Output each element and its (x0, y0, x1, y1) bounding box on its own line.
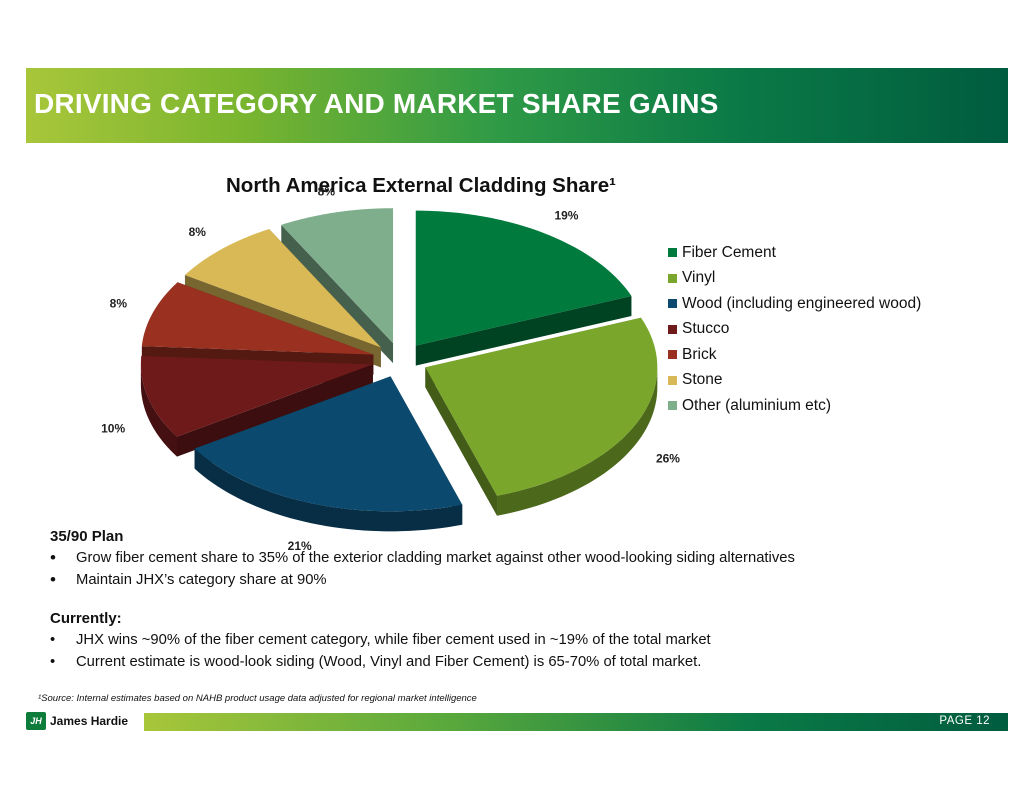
pie-slice-other (281, 208, 394, 364)
pie-slice-wall (415, 295, 632, 366)
legend-item-vinyl: Vinyl (668, 266, 921, 292)
currently-bullet: • JHX wins ~90% of the fiber cement categ… (50, 629, 1000, 651)
legend-label: Brick (682, 345, 717, 363)
pie-slice-wood (194, 376, 463, 532)
pie-slice-fiber-cement (415, 210, 632, 366)
bullet-dot: • (50, 570, 56, 589)
legend-swatch (668, 401, 677, 411)
legend-item-other: Other (aluminium etc) (668, 393, 921, 419)
currently-bullet-text: JHX wins ~90% of the fiber cement catego… (76, 632, 711, 648)
pie-slice-top (194, 376, 463, 512)
legend-label: Stone (682, 371, 723, 389)
legend-swatch (668, 350, 677, 360)
pie-slice-wall (425, 367, 498, 516)
logo-name: James Hardie (50, 714, 129, 728)
pie-slice-top (140, 355, 373, 437)
chart-title: North America External Cladding Share¹ (226, 174, 616, 197)
legend-swatch (668, 248, 677, 258)
pie-slice-vinyl (425, 317, 658, 516)
pie-slice-stucco (140, 355, 373, 457)
data-label-fiber-cement: 19% (554, 208, 578, 222)
legend-label: Vinyl (682, 269, 716, 287)
legend-item-fiber-cement: Fiber Cement (668, 240, 921, 266)
data-label-stucco: 10% (101, 421, 125, 435)
legend-label: Fiber Cement (682, 243, 776, 261)
plan-heading: 35/90 Plan (50, 528, 124, 545)
plan-bullet-text: Grow fiber cement share to 35% of the ex… (76, 550, 795, 566)
data-label-brick: 8% (110, 296, 128, 310)
chart-legend: Fiber Cement Vinyl Wood (including engin… (668, 240, 921, 419)
plan-bullet: • Grow fiber cement share to 35% of the e… (50, 547, 1000, 569)
page-number: PAGE 12 (939, 715, 990, 727)
pie-slice-top (415, 210, 632, 346)
legend-label: Wood (including engineered wood) (682, 294, 922, 312)
body-text: 35/90 Plan • Grow fiber cement share to 3… (50, 527, 1000, 673)
legend-label: Other (aluminium etc) (682, 396, 832, 414)
slide-title: DRIVING CATEGORY AND MARKET SHARE GAINS (34, 88, 719, 119)
title-bar: DRIVING CATEGORY AND MARKET SHARE GAINS (26, 68, 1008, 143)
pie-slice-top (141, 282, 374, 355)
data-label-vinyl: 26% (656, 451, 680, 465)
legend-item-brick: Brick (668, 342, 921, 368)
legend-item-wood: Wood (including engineered wood) (668, 291, 921, 317)
bullet-dot: • (50, 632, 56, 648)
currently-bullet-text: Current estimate is wood-look siding (Wo… (76, 654, 702, 670)
legend-swatch (668, 299, 677, 309)
footer-bar: PAGE 12 (144, 713, 1008, 731)
pie-slice-wall (176, 364, 373, 457)
currently-heading: Currently: (50, 610, 122, 627)
legend-item-stucco: Stucco (668, 317, 921, 343)
pie-slice-side (497, 367, 658, 516)
data-label-wood: 21% (288, 539, 312, 553)
currently-bullet: • Current estimate is wood-look siding (W… (50, 651, 1000, 673)
legend-label: Stucco (682, 320, 730, 338)
pie-slice-top (184, 229, 381, 348)
pie-slice-side (194, 448, 463, 532)
data-label-other: 8% (318, 184, 336, 198)
pie-slice-side (140, 364, 177, 457)
bullet-dot: • (50, 654, 56, 670)
pie-slice-top (425, 317, 658, 496)
data-label-stone: 8% (189, 225, 207, 239)
source-footnote: ¹Source: Internal estimates based on NAH… (38, 693, 477, 704)
company-logo: JH James Hardie (26, 712, 128, 730)
pie-slice-top (281, 208, 394, 344)
legend-swatch (668, 375, 677, 385)
pie-slice-wall (281, 224, 394, 364)
plan-bullet-text: Maintain JHX’s category share at 90% (76, 572, 327, 588)
bullet-dot: • (50, 548, 56, 567)
legend-swatch (668, 324, 677, 334)
plan-bullet: • Maintain JHX’s category share at 90% (50, 569, 1000, 591)
legend-item-stone: Stone (668, 368, 921, 394)
logo-mark-icon: JH (26, 712, 46, 730)
legend-swatch (668, 273, 677, 283)
